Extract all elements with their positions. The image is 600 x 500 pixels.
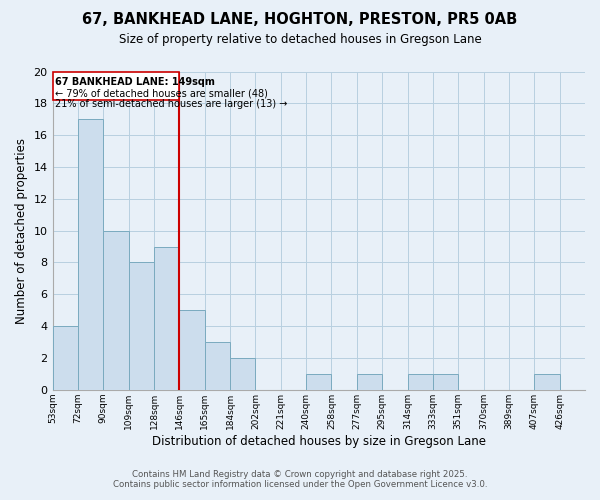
Bar [306,374,331,390]
Bar [154,246,179,390]
Bar [103,230,128,390]
Bar [357,374,382,390]
Text: ← 79% of detached houses are smaller (48): ← 79% of detached houses are smaller (48… [55,88,268,98]
Bar [205,342,230,390]
Y-axis label: Number of detached properties: Number of detached properties [15,138,28,324]
Bar [128,262,154,390]
Text: 21% of semi-detached houses are larger (13) →: 21% of semi-detached houses are larger (… [55,100,287,110]
FancyBboxPatch shape [53,72,179,100]
Text: Size of property relative to detached houses in Gregson Lane: Size of property relative to detached ho… [119,32,481,46]
Bar [78,119,103,390]
Text: 67, BANKHEAD LANE, HOGHTON, PRESTON, PR5 0AB: 67, BANKHEAD LANE, HOGHTON, PRESTON, PR5… [82,12,518,28]
Bar [407,374,433,390]
X-axis label: Distribution of detached houses by size in Gregson Lane: Distribution of detached houses by size … [152,434,486,448]
Text: 67 BANKHEAD LANE: 149sqm: 67 BANKHEAD LANE: 149sqm [55,77,215,87]
Bar [534,374,560,390]
Bar [53,326,78,390]
Bar [179,310,205,390]
Bar [230,358,256,390]
Text: Contains HM Land Registry data © Crown copyright and database right 2025.
Contai: Contains HM Land Registry data © Crown c… [113,470,487,489]
Bar [433,374,458,390]
